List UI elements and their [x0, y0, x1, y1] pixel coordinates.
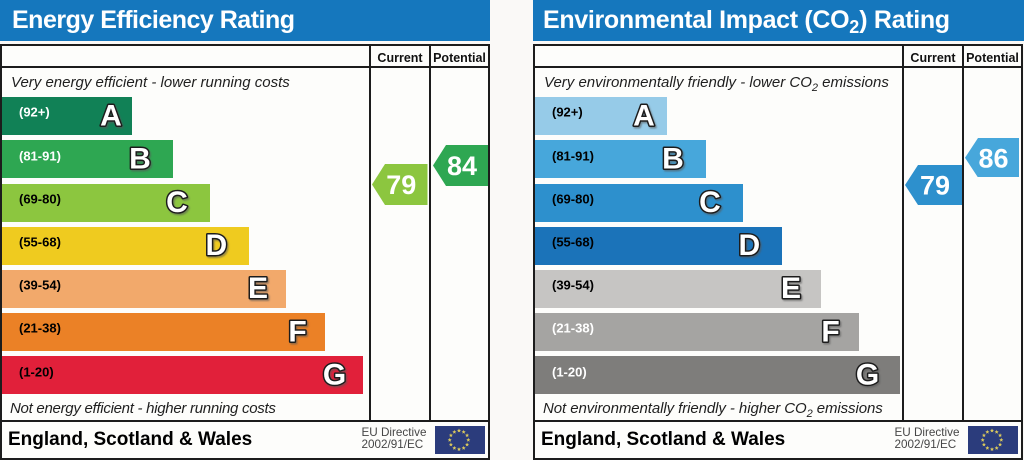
svg-text:F: F	[288, 315, 306, 348]
svg-text:79: 79	[386, 170, 416, 200]
svg-text:B: B	[662, 143, 684, 176]
svg-text:A: A	[633, 99, 655, 132]
svg-text:D: D	[738, 229, 760, 262]
svg-text:G: G	[323, 359, 346, 392]
svg-text:E: E	[248, 272, 268, 305]
svg-text:C: C	[699, 186, 721, 219]
svg-text:84: 84	[447, 151, 477, 181]
svg-text:B: B	[129, 143, 151, 176]
svg-text:86: 86	[978, 143, 1008, 173]
svg-text:C: C	[166, 186, 188, 219]
svg-text:D: D	[205, 229, 227, 262]
svg-text:E: E	[781, 272, 801, 305]
svg-text:F: F	[821, 315, 839, 348]
svg-text:79: 79	[920, 171, 950, 201]
svg-text:G: G	[856, 359, 879, 392]
svg-text:A: A	[100, 99, 122, 132]
